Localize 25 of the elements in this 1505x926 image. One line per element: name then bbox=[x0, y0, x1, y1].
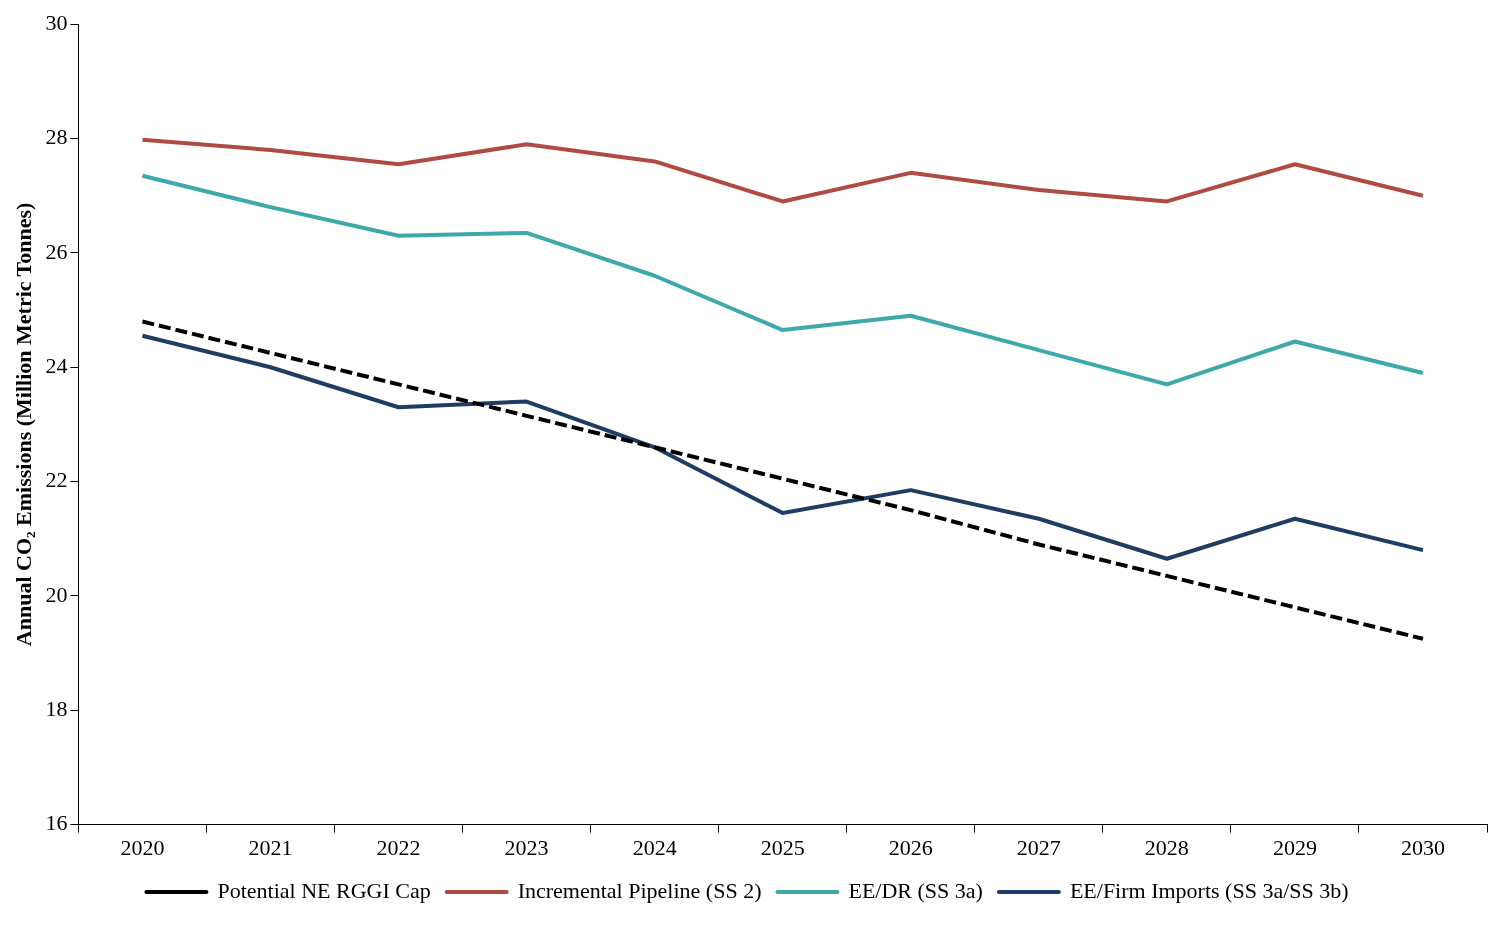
x-tick-label: 2022 bbox=[376, 834, 421, 860]
x-tick-label: 2024 bbox=[632, 834, 677, 860]
y-axis-title: Annual CO₂ Emissions (Million Metric Tonnes) bbox=[10, 202, 36, 647]
y-tick-label: 28 bbox=[45, 124, 68, 150]
x-tick-label: 2027 bbox=[1016, 834, 1061, 860]
x-tick-label: 2023 bbox=[504, 834, 549, 860]
y-tick-label: 16 bbox=[45, 810, 68, 836]
legend-label: Potential NE RGGI Cap bbox=[217, 877, 431, 903]
y-tick-label: 30 bbox=[45, 9, 68, 35]
y-tick-label: 22 bbox=[45, 467, 68, 493]
x-tick-label: 2030 bbox=[1400, 834, 1445, 860]
line-series bbox=[140, 319, 1425, 641]
x-tick-label: 2028 bbox=[1144, 834, 1189, 860]
y-tick-label: 18 bbox=[45, 696, 68, 722]
x-tick-label: 2021 bbox=[248, 834, 293, 860]
legend-label: EE/DR (SS 3a) bbox=[848, 877, 983, 903]
legend-label: EE/Firm Imports (SS 3a/SS 3b) bbox=[1069, 877, 1349, 903]
legend-label: Incremental Pipeline (SS 2) bbox=[517, 877, 762, 903]
x-tick-label: 2025 bbox=[760, 834, 805, 860]
y-tick-label: 24 bbox=[45, 353, 68, 379]
y-tick-label: 20 bbox=[45, 581, 68, 607]
x-tick-label: 2026 bbox=[888, 834, 933, 860]
x-tick-label: 2020 bbox=[120, 834, 165, 860]
x-tick-label: 2029 bbox=[1272, 834, 1317, 860]
y-tick-label: 26 bbox=[45, 238, 68, 264]
